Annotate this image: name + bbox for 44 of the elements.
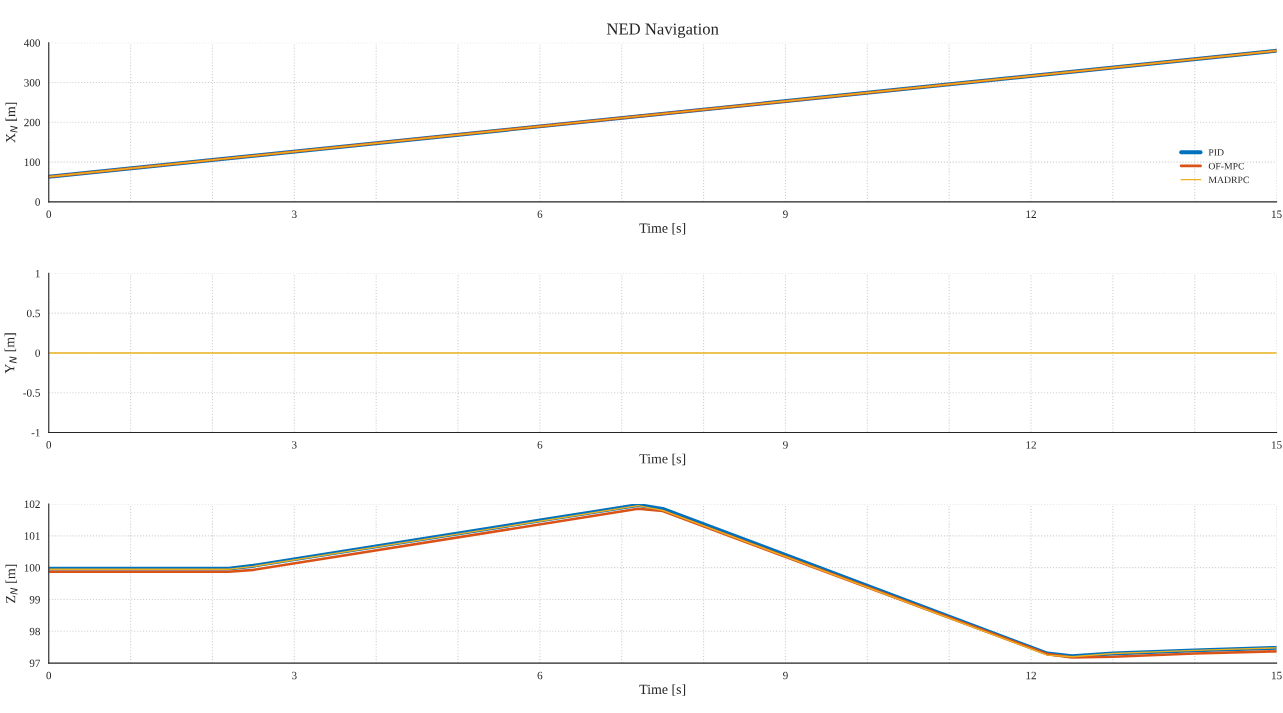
x-tick-label: 6 bbox=[537, 441, 543, 449]
y-tick-label: -0.5 bbox=[23, 389, 40, 397]
legend-label: MADRPC bbox=[1208, 176, 1249, 184]
y-tick-label: 100 bbox=[24, 158, 40, 167]
x-axis-title: Time [s] bbox=[639, 223, 686, 235]
x-tick-label: 9 bbox=[783, 441, 788, 449]
y-tick-label: 0 bbox=[35, 198, 40, 206]
chart-title: NED Navigation bbox=[606, 23, 719, 39]
x-tick-label: 0 bbox=[46, 441, 52, 449]
x-axis-title: Time [s] bbox=[639, 684, 686, 696]
legend-label: PID bbox=[1208, 149, 1224, 156]
y-tick-label: 400 bbox=[23, 39, 40, 47]
legend-label: OF-MPC bbox=[1208, 162, 1245, 170]
x-axis-title: Time [s] bbox=[639, 453, 686, 466]
y-tick-label: 101 bbox=[24, 532, 40, 540]
y-tick-label: 99 bbox=[29, 595, 40, 604]
x-tick-label: 12 bbox=[1026, 441, 1036, 449]
x-tick-label: 3 bbox=[292, 671, 297, 680]
y-tick-label: 102 bbox=[24, 500, 40, 508]
x-tick-label: 6 bbox=[537, 671, 543, 680]
x-tick-label: 0 bbox=[46, 671, 52, 680]
y-axis-title: X$_{N}$ [m] bbox=[5, 102, 18, 143]
x-tick-label: 9 bbox=[783, 671, 788, 680]
y-axis-title: Z$_{N}$ [m] bbox=[5, 564, 18, 603]
y-axis-title: Y$_{N}$ [m] bbox=[4, 333, 17, 374]
x-tick-label: 3 bbox=[292, 441, 297, 449]
x-tick-label: 15 bbox=[1272, 210, 1282, 218]
x-tick-label: 12 bbox=[1026, 671, 1036, 680]
x-tick-label: 9 bbox=[783, 210, 788, 218]
y-tick-label: 98 bbox=[29, 627, 40, 636]
y-tick-label: 1 bbox=[35, 269, 40, 278]
y-tick-label: 200 bbox=[24, 118, 40, 127]
x-tick-label: 15 bbox=[1272, 441, 1282, 449]
y-tick-label: -1 bbox=[31, 428, 40, 437]
y-tick-label: 0.5 bbox=[26, 309, 40, 318]
x-tick-label: 12 bbox=[1026, 210, 1036, 218]
x-tick-label: 3 bbox=[292, 210, 297, 218]
x-tick-label: 0 bbox=[46, 210, 52, 218]
y-tick-label: 300 bbox=[24, 79, 40, 87]
y-tick-label: 97 bbox=[29, 659, 41, 668]
y-tick-label: 0 bbox=[35, 349, 40, 357]
x-tick-label: 15 bbox=[1272, 671, 1282, 680]
x-tick-label: 6 bbox=[537, 210, 543, 218]
y-tick-label: 100 bbox=[24, 564, 40, 572]
